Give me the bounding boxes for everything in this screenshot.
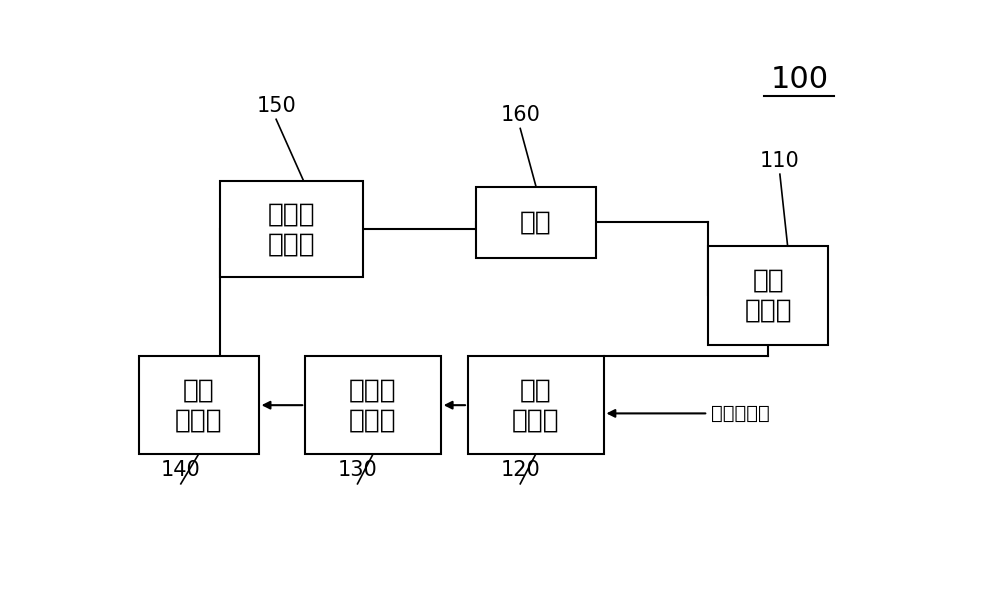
Text: 工件: 工件: [520, 209, 552, 235]
Bar: [220, 181, 363, 277]
Text: 130: 130: [338, 460, 377, 480]
Text: 160: 160: [500, 105, 540, 125]
Text: 150: 150: [256, 96, 296, 116]
Text: 其他传感器: 其他传感器: [711, 404, 769, 423]
Text: 电流
驱动器: 电流 驱动器: [175, 377, 222, 433]
Bar: [305, 356, 441, 454]
Text: 120: 120: [500, 460, 540, 480]
Text: 110: 110: [760, 150, 800, 170]
Bar: [708, 247, 828, 345]
Text: 140: 140: [161, 460, 201, 480]
Text: 系统
控制器: 系统 控制器: [512, 377, 560, 433]
Bar: [476, 187, 596, 258]
Bar: [468, 356, 604, 454]
Bar: [139, 356, 259, 454]
Text: 100: 100: [770, 65, 828, 94]
Text: 动态
传感器: 动态 传感器: [744, 267, 792, 323]
Text: 磁流变
阻尼器: 磁流变 阻尼器: [268, 201, 315, 257]
Text: 阻尼器
控制器: 阻尼器 控制器: [349, 377, 397, 433]
